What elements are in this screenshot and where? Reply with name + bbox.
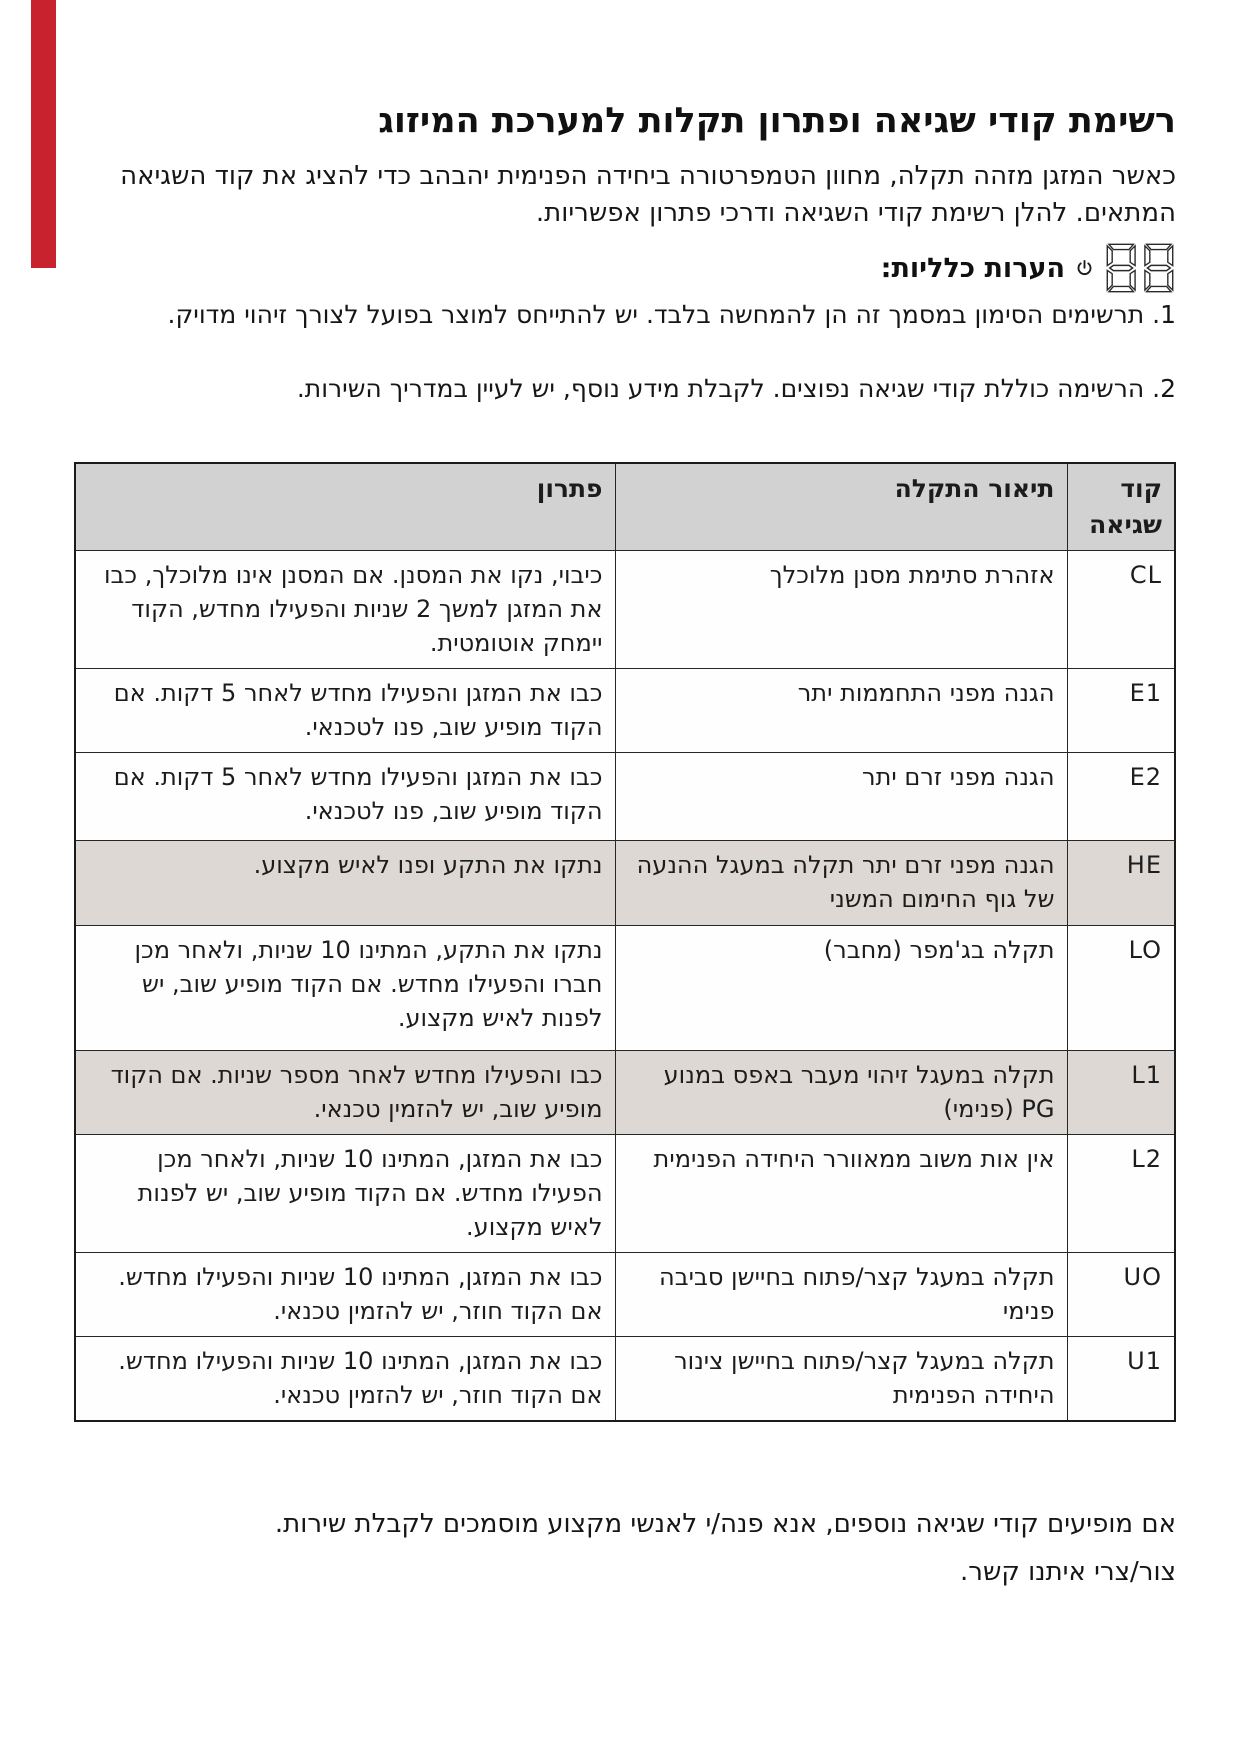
error-code-cell: HE bbox=[1066, 840, 1176, 926]
header-error-code: קוד שגיאה bbox=[1066, 462, 1176, 551]
table-row: LO תקלה בג'מפר (מחבר) נתקו את התקע, המתינו… bbox=[74, 924, 1176, 1051]
error-code-cell: E2 bbox=[1066, 752, 1176, 842]
footer-service-note: אם מופיעים קודי שגיאה נוספים, אנא פנה/י … bbox=[274, 1509, 1176, 1540]
solution-cell: נתקו את התקע ופנו לאיש מקצוע. bbox=[74, 840, 616, 926]
fault-description-cell: הגנה מפני זרם יתר תקלה במעגל ההנעה של גו… bbox=[614, 840, 1068, 926]
red-accent-bar bbox=[31, 0, 56, 268]
table-row: CL אזהרת סתימת מסנן מלוכלך כיבוי, נקו את ה… bbox=[74, 549, 1176, 670]
table-header-row: קוד שגיאה תיאור התקלה פתרון bbox=[74, 462, 1176, 551]
error-code-cell: L2 bbox=[1066, 1133, 1176, 1253]
page-title: רשימת קודי שגיאה ופתרון תקלות למערכת המי… bbox=[378, 101, 1176, 141]
intro-paragraph: כאשר המזגן מזהה תקלה, מחוון הטמפרטורה בי… bbox=[120, 161, 1176, 228]
fault-description-cell: אזהרת סתימת מסנן מלוכלך bbox=[614, 549, 1068, 670]
error-code-cell: CL bbox=[1066, 549, 1176, 670]
solution-cell: נתקו את התקע, המתינו 10 שניות, ולאחר מכן… bbox=[74, 924, 616, 1051]
power-icon bbox=[1075, 259, 1094, 278]
table-row: L2 אין אות משוב ממאוורר היחידה הפנימית כבו… bbox=[74, 1133, 1176, 1253]
solution-cell: כיבוי, נקו את המסנן. אם המסנן אינו מלוכל… bbox=[74, 549, 616, 670]
error-codes-table: קוד שגיאה תיאור התקלה פתרון CL אזהרת סתימ… bbox=[74, 462, 1176, 1423]
error-code-cell: LO bbox=[1066, 924, 1176, 1051]
solution-cell: כבו את המזגן, המתינו 10 שניות והפעילו מח… bbox=[74, 1336, 616, 1422]
seven-segment-88-icon bbox=[1104, 240, 1176, 296]
header-solution: פתרון bbox=[74, 462, 616, 551]
solution-cell: כבו את המזגן והפעילו מחדש לאחר 5 דקות. א… bbox=[74, 752, 616, 842]
table-row: E2 הגנה מפני זרם יתר כבו את המזגן והפעילו … bbox=[74, 752, 1176, 842]
solution-cell: כבו והפעילו מחדש לאחר מספר שניות. אם הקו… bbox=[74, 1049, 616, 1135]
table-row: UO תקלה במעגל קצר/פתוח בחיישן סביבה פנימי… bbox=[74, 1251, 1176, 1338]
general-note-1: 1. תרשימים הסימון במסמך זה הן להמחשה בלב… bbox=[167, 300, 1176, 329]
footer-contact-note: צור/צרי איתנו קשר. bbox=[960, 1557, 1176, 1588]
error-code-cell: UO bbox=[1066, 1251, 1176, 1338]
fault-description-cell: תקלה במעגל זיהוי מעבר באפס במנוע PG (פני… bbox=[614, 1049, 1068, 1135]
fault-description-cell: הגנה מפני התחממות יתר bbox=[614, 668, 1068, 754]
document-body: רשימת קודי שגיאה ופתרון תקלות למערכת המי… bbox=[64, 98, 1176, 1590]
fault-description-cell: תקלה במעגל קצר/פתוח בחיישן צינור היחידה … bbox=[614, 1336, 1068, 1422]
solution-cell: כבו את המזגן, המתינו 10 שניות והפעילו מח… bbox=[74, 1251, 616, 1338]
solution-cell: כבו את המזגן והפעילו מחדש לאחר 5 דקות. א… bbox=[74, 668, 616, 754]
table-row: E1 הגנה מפני התחממות יתר כבו את המזגן והפע… bbox=[74, 668, 1176, 754]
general-note-2: 2. הרשימה כוללת קודי שגיאה נפוצים. לקבלת… bbox=[296, 374, 1176, 403]
fault-description-cell: אין אות משוב ממאוורר היחידה הפנימית bbox=[614, 1133, 1068, 1253]
footer-block: אם מופיעים קודי שגיאה נוספים, אנא פנה/י … bbox=[64, 1506, 1176, 1590]
fault-description-cell: תקלה במעגל קצר/פתוח בחיישן סביבה פנימי bbox=[614, 1251, 1068, 1338]
header-fault-description: תיאור התקלה bbox=[614, 462, 1068, 551]
table-row: L1 תקלה במעגל זיהוי מעבר באפס במנוע PG (פ… bbox=[74, 1049, 1176, 1135]
solution-cell: כבו את המזגן, המתינו 10 שניות, ולאחר מכן… bbox=[74, 1133, 616, 1253]
table-row: HE הגנה מפני זרם יתר תקלה במעגל ההנעה של … bbox=[74, 840, 1176, 926]
error-code-cell: E1 bbox=[1066, 668, 1176, 754]
fault-description-cell: תקלה בג'מפר (מחבר) bbox=[614, 924, 1068, 1051]
notes-heading: הערות כלליות: bbox=[880, 252, 1065, 284]
error-code-cell: U1 bbox=[1066, 1336, 1176, 1422]
table-row: U1 תקלה במעגל קצר/פתוח בחיישן צינור היחיד… bbox=[74, 1336, 1176, 1422]
notes-heading-row: הערות כלליות: bbox=[64, 240, 1176, 296]
fault-description-cell: הגנה מפני זרם יתר bbox=[614, 752, 1068, 842]
error-code-cell: L1 bbox=[1066, 1049, 1176, 1135]
